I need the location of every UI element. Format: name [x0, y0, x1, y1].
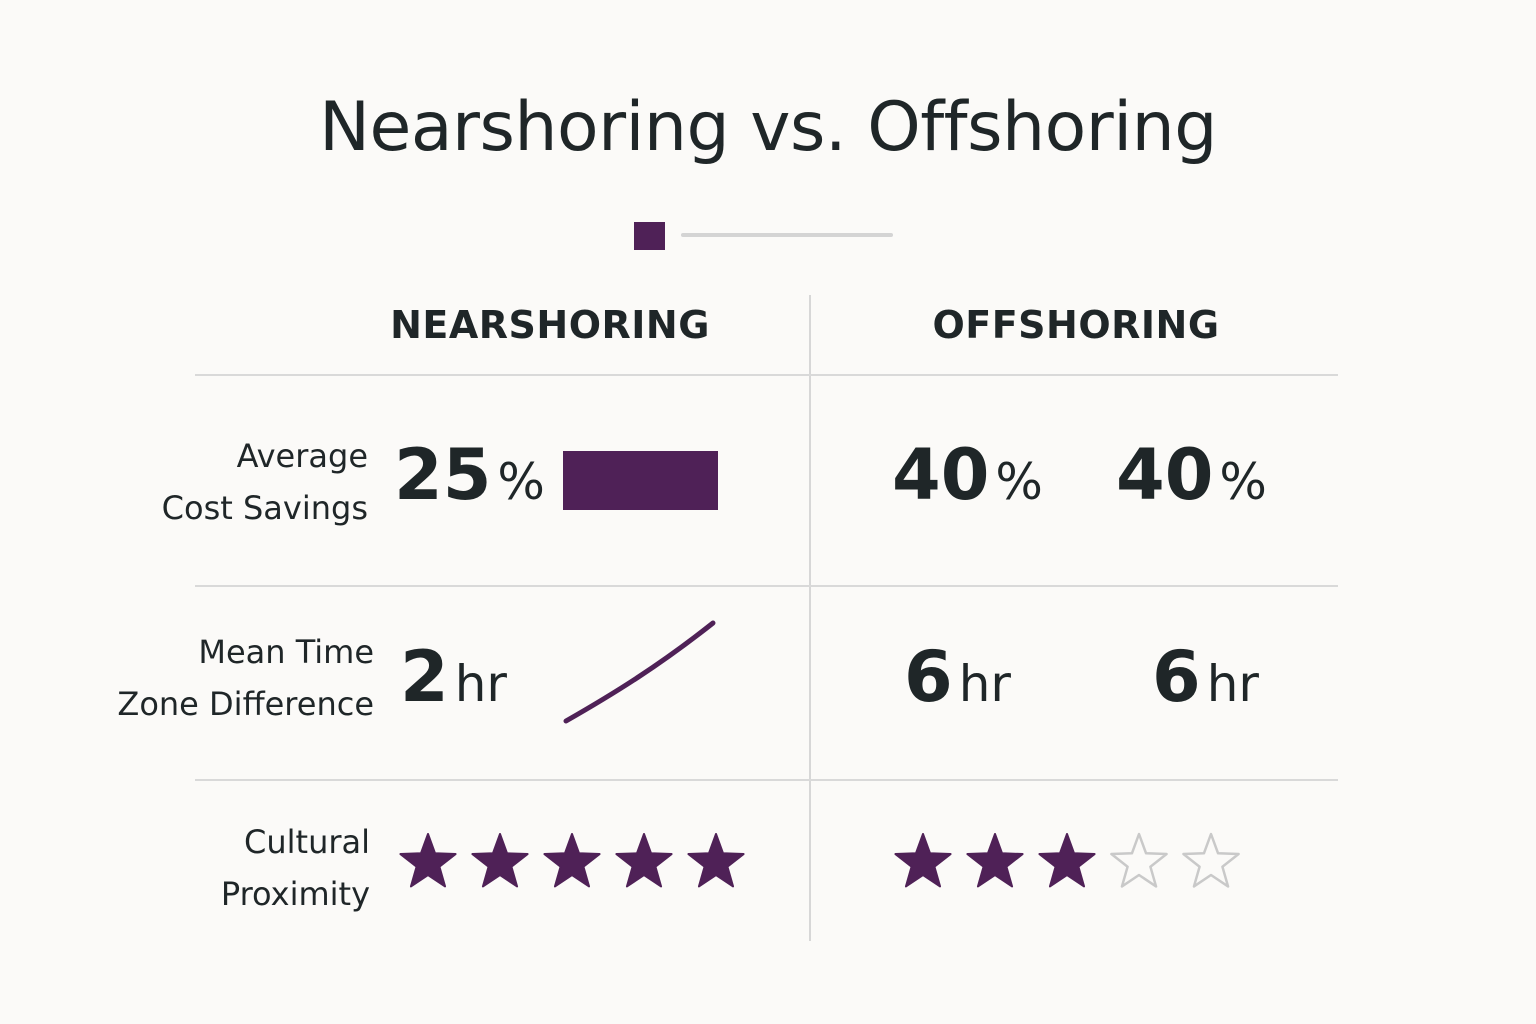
row-divider-1: [195, 585, 1338, 587]
stat-unit: hr: [958, 655, 1011, 713]
star-filled-icon: [543, 833, 601, 888]
stat-value: 6: [904, 636, 953, 718]
stat-value: 40: [892, 434, 990, 516]
cost-savings-bar: [563, 451, 718, 510]
star-outline-icon: [1182, 832, 1240, 888]
column-header-nearshoring: NEARSHORING: [390, 303, 710, 347]
stat-unit: hr: [454, 655, 507, 713]
page-title: Nearshoring vs. Offshoring: [319, 88, 1217, 167]
star-filled-icon: [399, 833, 457, 888]
stat-value: 25: [394, 434, 492, 516]
accent-underline: [681, 233, 893, 237]
row-label-line: Zone Difference: [117, 685, 374, 723]
stat-value: 6: [1152, 636, 1201, 718]
stat-unit: hr: [1206, 655, 1259, 713]
star-outline-icon: [1110, 832, 1168, 888]
row-label-time-zone: Mean Time Zone Difference: [117, 626, 374, 730]
stat-nearshoring-cost: 25%: [394, 434, 545, 516]
star-filled-icon: [1038, 833, 1096, 888]
stat-value: 2: [400, 636, 449, 718]
stat-unit: %: [995, 453, 1043, 511]
column-header-offshoring: OFFSHORING: [932, 303, 1220, 347]
stat-offshoring-cost-duplicate: 40%: [1116, 434, 1267, 516]
rating-offshoring: [893, 831, 1253, 891]
trend-line-icon: [563, 620, 716, 724]
stat-value: 40: [1116, 434, 1214, 516]
stat-unit: %: [497, 453, 545, 511]
row-label-line: Cost Savings: [161, 489, 368, 527]
stat-offshoring-timezone: 6 hr: [904, 636, 1011, 718]
row-label-cultural-proximity: Cultural Proximity: [221, 816, 370, 920]
star-filled-icon: [615, 833, 673, 888]
stat-nearshoring-timezone: 2 hr: [400, 636, 507, 718]
star-filled-icon: [687, 833, 745, 888]
row-label-line: Cultural: [244, 823, 370, 861]
stat-offshoring-cost: 40%: [892, 434, 1043, 516]
row-label-line: Mean Time: [198, 633, 374, 671]
star-filled-icon: [966, 833, 1024, 888]
accent-square: [634, 222, 665, 250]
row-label-line: Average: [236, 437, 368, 475]
stat-offshoring-timezone-duplicate: 6 hr: [1152, 636, 1259, 718]
star-filled-icon: [894, 833, 952, 888]
column-divider: [809, 295, 811, 941]
row-label-cost-savings: Average Cost Savings: [162, 430, 368, 534]
stat-unit: %: [1219, 453, 1267, 511]
row-label-line: Proximity: [220, 875, 370, 913]
star-filled-icon: [471, 833, 529, 888]
row-divider-2: [195, 779, 1338, 781]
header-divider: [195, 374, 1338, 376]
rating-nearshoring: [398, 831, 758, 891]
